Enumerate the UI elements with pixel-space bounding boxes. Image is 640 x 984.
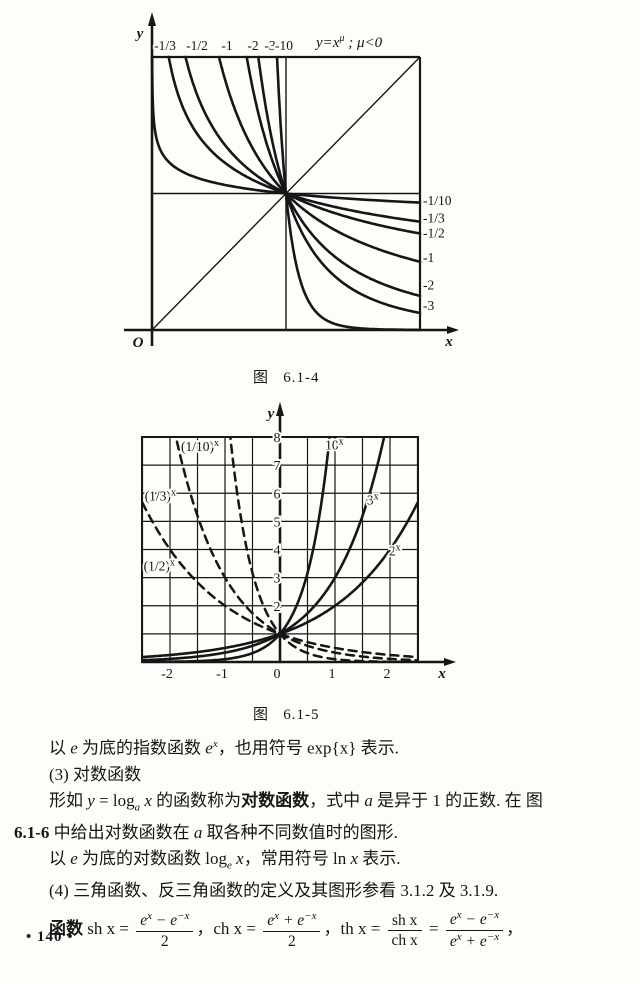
fig1-power-curves <box>150 55 422 332</box>
fraction-sh: ex − e−x 2 <box>136 910 194 951</box>
exponent-label-top: -3 <box>264 38 275 53</box>
series-label-10^x: 10x <box>325 437 344 453</box>
fig2-x-axis-label: x <box>437 666 446 682</box>
fig2-x-tick: -1 <box>216 667 228 682</box>
exponent-label-right: -1/3 <box>423 211 445 226</box>
exponent-label-top: -1/3 <box>154 38 176 53</box>
fig2-y-axis-arrow-icon <box>276 402 284 416</box>
power-curve-mu=-0.5 <box>184 55 422 235</box>
fig2-tick-labels: 2 3 4 5 6 7 8 -2 -1 0 1 2 <box>159 429 392 684</box>
fig1-equation: y=xμ ; μ<0 <box>314 33 383 51</box>
power-curve-mu=-3 <box>257 55 422 315</box>
exponent-label-top: -1/2 <box>186 38 208 53</box>
series-label-3^x: 3x <box>367 492 379 508</box>
fig2-series-labels: 10x 3x 2x (1/10)x (1/3)x (1/2)x <box>142 435 403 575</box>
figure-6-1-4: -1/3 -1/2 -1 -2 -3 -10-1/10-1/3-1/2-1-2-3 y x… <box>124 12 459 351</box>
exponent-label-top: -10 <box>275 38 293 53</box>
exponent-label-right: -1/2 <box>423 226 445 241</box>
fig2-y-tick: 7 <box>274 459 281 474</box>
hyperbolic-formulas: 函数 sh x = ex − e−x 2 ，ch x = ex + e−x 2 ，th … <box>49 909 524 951</box>
paragraph-log-def-line1: 形如 y = loga x 的函数称为对数函数，式中 a 是异于 1 的正数. … <box>49 790 543 814</box>
exponent-label-right: -1/10 <box>423 193 452 208</box>
fig2-x-axis-arrow-icon <box>444 658 456 666</box>
fig1-x-axis-label: x <box>444 334 453 350</box>
exp-curve-3^x <box>142 436 386 662</box>
paragraph-trig-reference: (4) 三角函数、反三角函数的定义及其图形参看 3.1.2 及 3.1.9. <box>49 881 499 901</box>
paragraph-ln-notation: 以 e 为底的对数函数 loge x，常用符号 ln x 表示. <box>49 849 401 872</box>
fig2-y-tick: 4 <box>274 544 281 559</box>
figures-canvas: -1/3 -1/2 -1 -2 -3 -10-1/10-1/3-1/2-1-2-3 y x… <box>124 12 459 684</box>
fig2-exponential-curves <box>142 436 418 662</box>
fig2-y-axis-label: y <box>266 406 275 422</box>
power-curve-mu=-0.3333 <box>167 55 422 223</box>
fraction-ch: ex + e−x 2 <box>263 910 321 951</box>
fraction-th-shch: sh x ch x <box>387 911 422 951</box>
exp-curve-(1/10)^x <box>228 436 418 662</box>
fig1-y-axis-label: y <box>135 26 144 42</box>
power-curve-mu=-2 <box>245 55 422 298</box>
power-curve-mu=-10 <box>275 55 422 332</box>
series-label-(1/2)^x: (1/2)x <box>144 558 175 574</box>
fig2-caption: 图 6.1-5 <box>253 707 320 723</box>
figure-6-1-5: 2 3 4 5 6 7 8 -2 -1 0 1 2 10x 3x 2x (1/10)x (1/3)x (1/2)… <box>141 402 456 684</box>
fig1-x-axis-arrow-icon <box>447 326 459 334</box>
exp-curve-10^x <box>142 436 332 662</box>
power-curve-mu=-0.1 <box>150 55 422 204</box>
paragraph-exp-notation: 以 e 为底的指数函数 ex，也用符号 exp{x} 表示. <box>49 738 399 758</box>
exponent-label-top: -2 <box>247 38 258 53</box>
fig2-x-tick: 2 <box>384 667 391 682</box>
series-label-(1/10)^x: (1/10)x <box>181 438 219 454</box>
fig1-caption: 图 6.1-4 <box>253 370 320 386</box>
fig2-y-tick: 3 <box>274 572 281 587</box>
series-label-2^x: 2x <box>389 543 401 559</box>
fig2-x-tick: 0 <box>274 667 281 682</box>
exponent-label-right: -3 <box>423 298 434 313</box>
page-number: • 140 • <box>26 929 74 945</box>
exponent-label-top: -1 <box>221 38 232 53</box>
exp-curve-(1/2)^x <box>142 501 418 659</box>
heading-log-functions: (3) 对数函数 <box>49 764 142 784</box>
fraction-th-exp: ex − e−x ex + e−x <box>445 909 504 951</box>
exponent-label-right: -2 <box>423 277 434 292</box>
fig2-y-tick: 5 <box>274 515 281 530</box>
fig1-origin-label: O <box>133 335 144 351</box>
series-label-(1/3)^x: (1/3)x <box>145 487 176 503</box>
fig2-y-tick: 2 <box>274 600 281 615</box>
body-text: 以 e 为底的指数函数 ex，也用符号 exp{x} 表示. (3) 对数函数 … <box>14 731 630 952</box>
fig2-y-tick: 8 <box>274 431 281 446</box>
fig1-exponent-labels: -1/3 -1/2 -1 -2 -3 -10-1/10-1/3-1/2-1-2-3 <box>152 36 453 314</box>
exp-curve-(1/3)^x <box>174 436 418 662</box>
fig2-y-tick: 6 <box>274 487 281 502</box>
exponent-label-right: -1 <box>423 250 434 265</box>
fig2-x-tick: -2 <box>161 667 173 682</box>
fig1-y-axis-arrow-icon <box>148 12 156 26</box>
paragraph-log-def-line2: 6.1-6 中给出对数函数在 a 取各种不同数值时的图形. <box>14 823 398 843</box>
fig2-x-tick: 1 <box>329 667 336 682</box>
